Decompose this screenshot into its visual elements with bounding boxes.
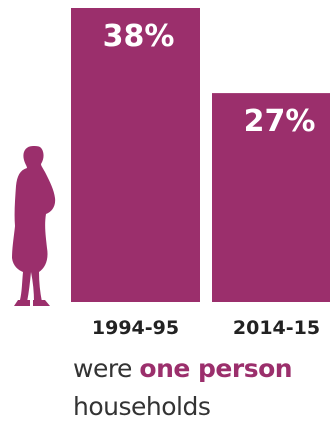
caption-highlight: one person xyxy=(139,354,293,383)
bar-value-label: 27% xyxy=(244,104,316,139)
caption-suffix: households xyxy=(73,392,211,421)
x-tick-label: 2014-15 xyxy=(233,317,320,339)
bar-value-label: 38% xyxy=(103,19,175,54)
caption-prefix: were xyxy=(73,354,140,383)
person-silhouette-icon xyxy=(12,146,56,306)
chart-caption: were one person households xyxy=(73,350,330,426)
x-tick-label: 1994-95 xyxy=(92,317,179,339)
bar-2014-15 xyxy=(212,93,330,303)
bar-1994-95 xyxy=(71,8,200,302)
